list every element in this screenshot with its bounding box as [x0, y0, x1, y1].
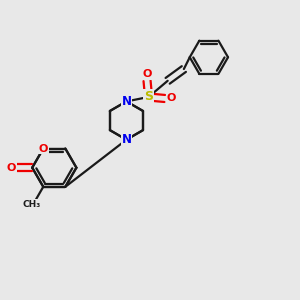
Text: N: N [122, 95, 131, 108]
Text: N: N [122, 133, 131, 146]
Text: S: S [144, 91, 153, 103]
Text: O: O [167, 94, 176, 103]
Text: O: O [6, 163, 16, 173]
Text: O: O [39, 143, 48, 154]
Text: CH₃: CH₃ [23, 200, 41, 209]
Text: O: O [142, 69, 152, 79]
